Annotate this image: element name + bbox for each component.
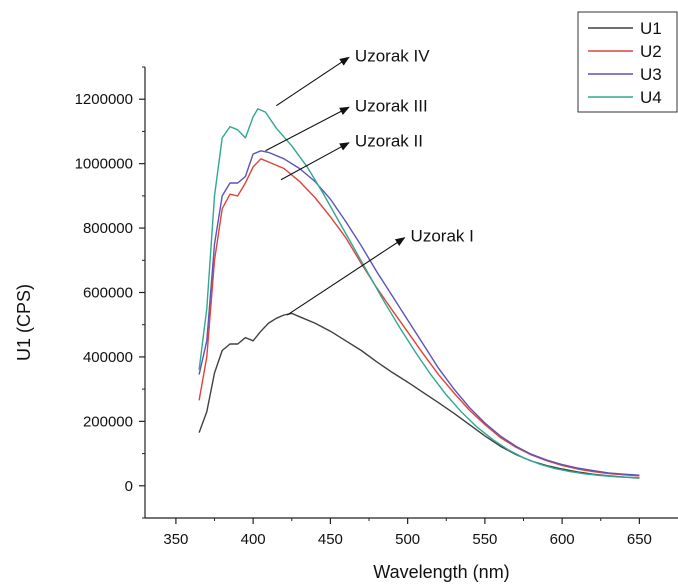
annotations: Uzorak IV Uzorak III Uzorak II Uzorak I [265,46,474,316]
series-line-u3 [198,150,640,476]
axes: 350 400 450 500 550 600 650 0 200000 400000 600000… [75,66,678,548]
annotation-label: Uzorak II [355,132,423,151]
annotation-arrow [265,106,350,152]
series-line-u4 [198,108,640,479]
annotation-arrow [280,142,350,181]
x-tick-label: 450 [318,531,343,548]
y-tick-label: 400000 [83,349,133,366]
series-line-u2 [198,158,640,477]
y-tick-label: 800000 [83,220,133,237]
legend-label-u1: U1 [640,19,662,38]
x-tick-label: 650 [627,531,652,548]
y-tick-label: 1200000 [75,91,133,108]
y-tick-label: 200000 [83,413,133,430]
x-tick-label: 500 [395,531,420,548]
annotation-label: Uzorak IV [355,46,430,65]
x-tick-label: 400 [241,531,266,548]
series-line-u1 [198,312,640,479]
annotation-arrow [286,237,406,316]
annotation-label: Uzorak III [355,96,428,115]
x-tick-label: 600 [550,531,575,548]
legend-label-u2: U2 [640,42,662,61]
y-tick-label: 1000000 [75,156,133,173]
x-tick-label: 550 [472,531,497,548]
x-axis-title: Wavelength (nm) [373,562,509,582]
legend-label-u4: U4 [640,88,662,107]
legend-label-u3: U3 [640,65,662,84]
x-tick-label: 350 [163,531,188,548]
annotation-label: Uzorak I [411,227,474,246]
legend: U1 U2 U3 U4 [577,11,678,113]
y-tick-label: 0 [125,478,133,495]
series-layer [198,108,640,479]
annotation-arrow [276,56,350,107]
y-tick-label: 600000 [83,285,133,302]
y-axis-title: U1 (CPS) [14,284,34,361]
